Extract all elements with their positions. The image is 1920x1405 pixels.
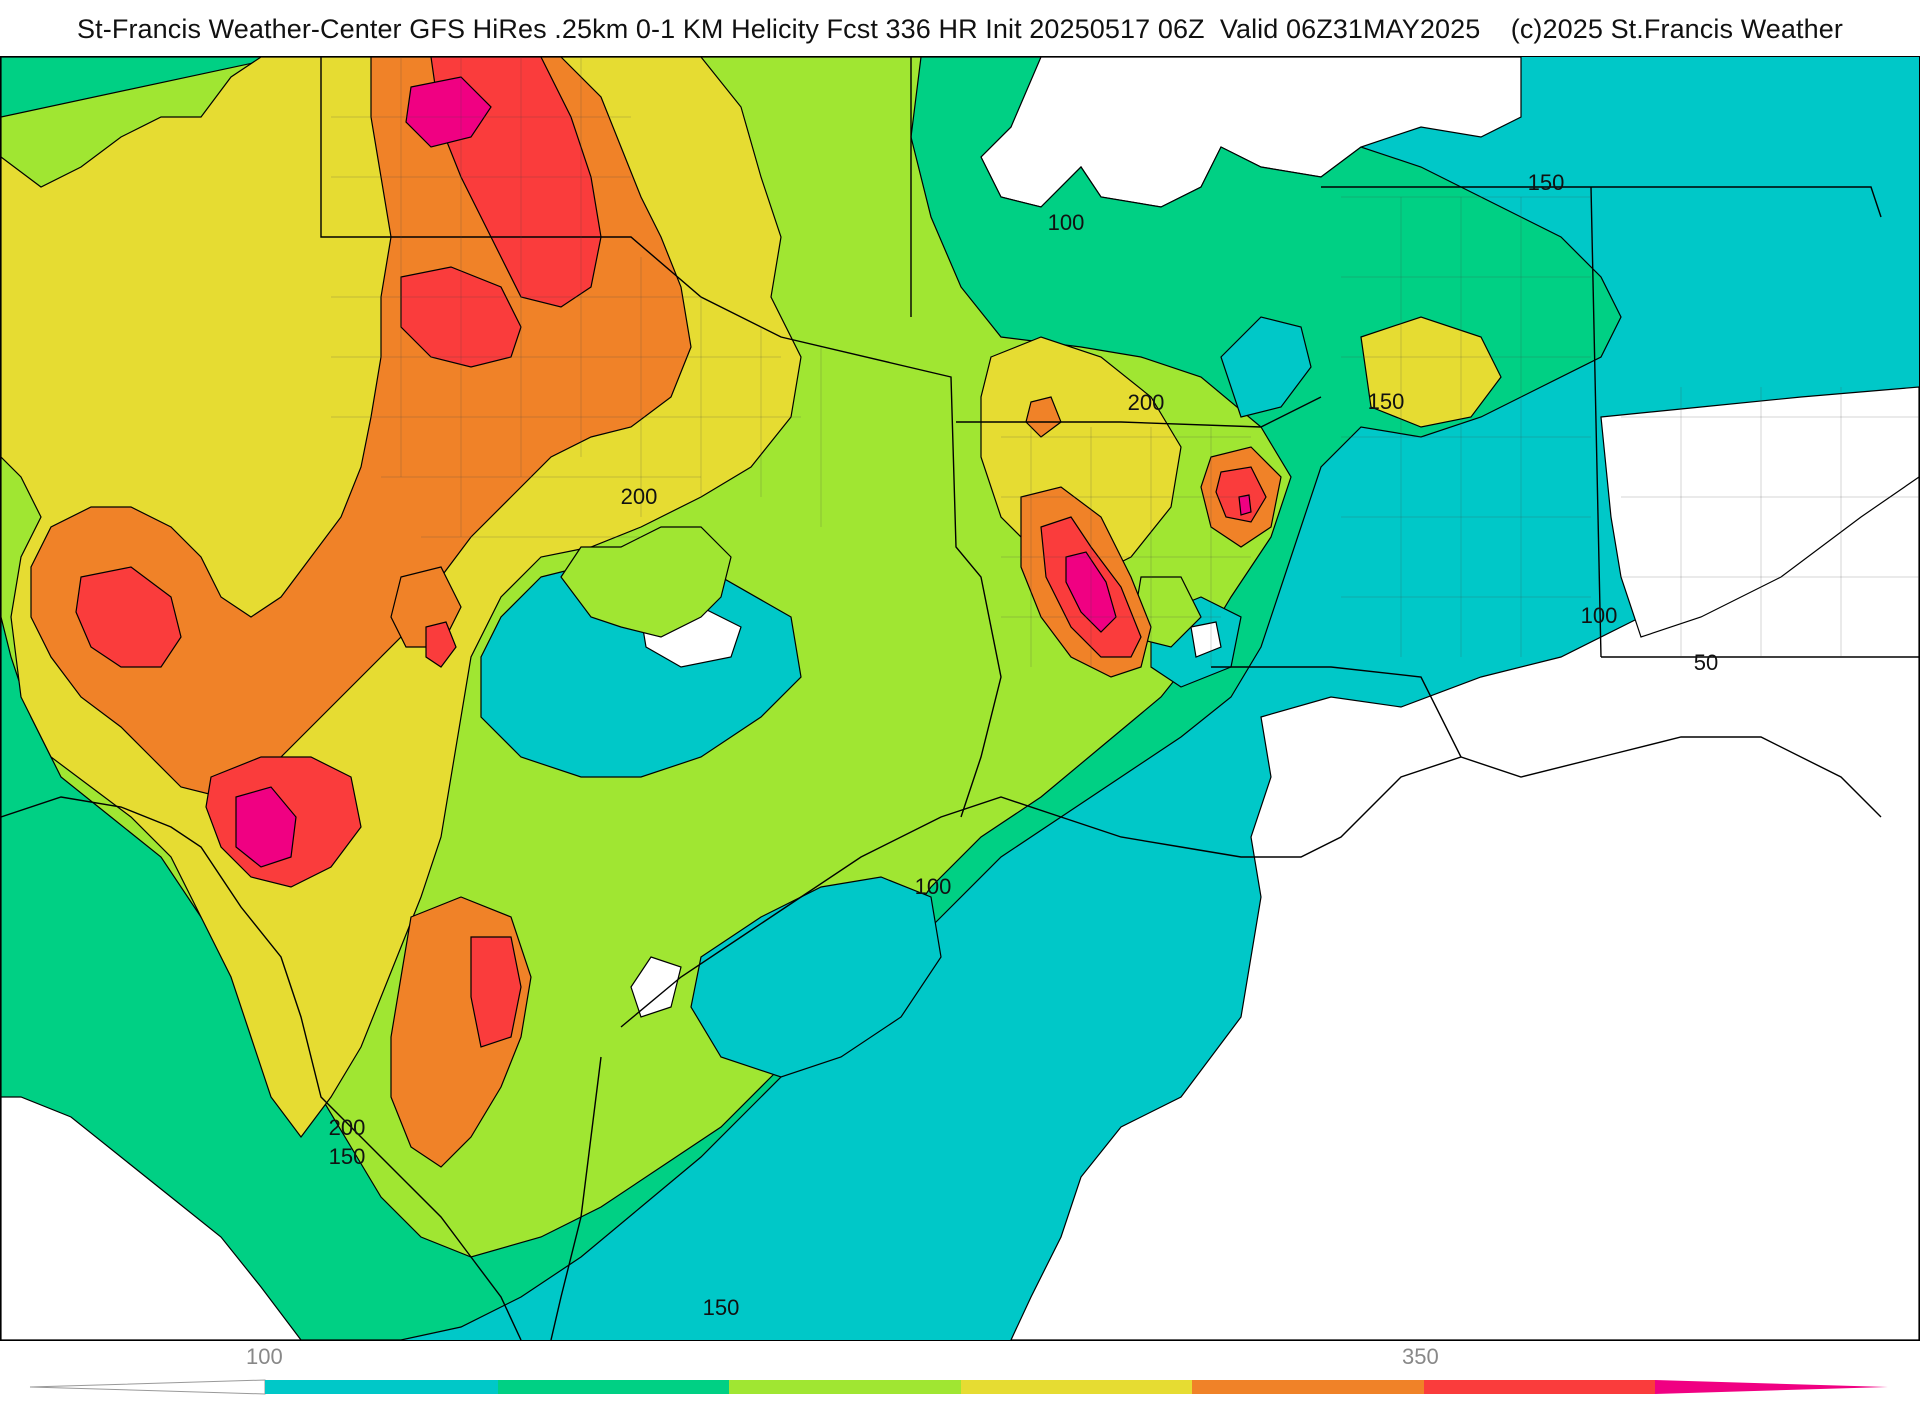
contour-label: 50 bbox=[1694, 650, 1718, 675]
map-title: St-Francis Weather-Center GFS HiRes .25k… bbox=[77, 14, 1843, 44]
colorbar-segment bbox=[265, 1380, 498, 1394]
contour-label: 150 bbox=[1528, 170, 1565, 195]
band-400 bbox=[235, 76, 1252, 868]
color-scale-bar bbox=[0, 1340, 1920, 1400]
contour-label: 200 bbox=[621, 484, 658, 509]
contour-label: 100 bbox=[915, 874, 952, 899]
interior-low-regions bbox=[100, 296, 1312, 1078]
colorbar-segment bbox=[1192, 1380, 1424, 1394]
colorbar-segment bbox=[1424, 1380, 1655, 1394]
colorbar-segment bbox=[729, 1380, 961, 1394]
contour-label: 200 bbox=[1128, 390, 1165, 415]
state-boundaries bbox=[1, 57, 1919, 1340]
county-lines bbox=[331, 57, 1919, 667]
contour-label: 150 bbox=[703, 1295, 740, 1320]
colorbar-tick-label: 100 bbox=[246, 1344, 283, 1369]
contour-label: 100 bbox=[1581, 603, 1618, 628]
helicity-map: 100 150 150 200 200 100 50 100 200 150 1… bbox=[0, 56, 1920, 1341]
colorbar-segment bbox=[29, 1379, 266, 1395]
colorbar-segment bbox=[498, 1380, 729, 1394]
colorbar-segment bbox=[961, 1380, 1192, 1394]
helicity-contour-map: 100 150 150 200 200 100 50 100 200 150 1… bbox=[1, 57, 1919, 1340]
colorbar-tick-label: 350 bbox=[1402, 1344, 1439, 1369]
colorbar-segment bbox=[1655, 1380, 1888, 1394]
contour-label: 150 bbox=[329, 1144, 366, 1169]
contour-label: 150 bbox=[1368, 389, 1405, 414]
contour-label: 200 bbox=[329, 1115, 366, 1140]
contour-label: 100 bbox=[1048, 210, 1085, 235]
contour-labels: 100 150 150 200 200 100 50 100 200 150 1… bbox=[329, 170, 1719, 1320]
